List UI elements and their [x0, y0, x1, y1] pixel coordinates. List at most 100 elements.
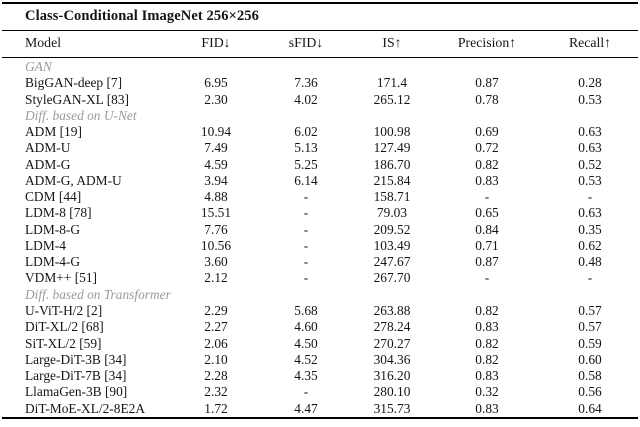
model-name: LDM-4 [25, 237, 66, 253]
metric-value: 6.95 [204, 75, 228, 91]
section-header-row: Diff. based on Transformer [2, 287, 638, 303]
column-header-is: IS↑ [352, 30, 432, 58]
metric-value: 0.28 [578, 75, 602, 91]
metric-value: - [303, 254, 309, 270]
table-body: GAN BigGAN-deep [7] 6.95 7.36 171.4 0.87 0.28 S… [2, 58, 638, 418]
metric-value: - [303, 221, 309, 237]
column-header-fid: FID↓ [172, 30, 260, 58]
metric-value: 2.06 [204, 335, 228, 351]
model-name: VDM++ [51] [25, 270, 98, 286]
metric-value: 316.20 [373, 368, 411, 384]
model-name: CDM [44] [25, 189, 82, 205]
column-header-recall: Recall↑ [542, 30, 639, 58]
table-row: Large-DiT-7B [34] 2.28 4.35 316.20 0.83 0.58 [2, 368, 638, 384]
metric-value: 0.57 [578, 302, 602, 318]
metric-value: 0.83 [475, 319, 499, 335]
metric-value: 0.57 [578, 319, 602, 335]
metric-value: 100.98 [373, 124, 411, 140]
metric-value: 2.12 [204, 270, 228, 286]
metric-value: 171.4 [376, 75, 408, 91]
table-row: BigGAN-deep [7] 6.95 7.36 171.4 0.87 0.28 [2, 75, 638, 91]
table-row: DiT-XL/2 [68] 2.27 4.60 278.24 0.83 0.57 [2, 319, 638, 335]
metric-value: 2.27 [204, 319, 228, 335]
table-row: SiT-XL/2 [59] 2.06 4.50 270.27 0.82 0.59 [2, 336, 638, 352]
model-name: ADM-G [25, 156, 71, 172]
metric-value: 0.63 [578, 205, 602, 221]
column-header-precision: Precision↑ [432, 30, 542, 58]
metric-value: 0.83 [475, 400, 499, 416]
metric-value: 5.68 [294, 302, 318, 318]
model-name: U-ViT-H/2 [2] [25, 302, 103, 318]
section-header-row: GAN [2, 58, 638, 76]
metric-value: 4.02 [294, 91, 318, 107]
metric-value: 0.32 [475, 384, 499, 400]
metric-value: 7.76 [204, 221, 228, 237]
metric-value: 0.64 [578, 400, 602, 416]
table-row: ADM [19] 10.94 6.02 100.98 0.69 0.63 [2, 124, 638, 140]
metric-value: 280.10 [373, 384, 411, 400]
table-row: LDM-4 10.56 - 103.49 0.71 0.62 [2, 238, 638, 254]
metric-value: - [303, 384, 309, 400]
metric-value: - [303, 189, 309, 205]
metric-value: 15.51 [200, 205, 232, 221]
metric-value: 6.02 [294, 124, 318, 140]
table-row: VDM++ [51] 2.12 - 267.70 - - [2, 270, 638, 286]
metric-value: 4.88 [204, 189, 228, 205]
metric-value: 0.53 [578, 172, 602, 188]
model-name: SiT-XL/2 [59] [25, 335, 102, 351]
model-name: Large-DiT-3B [34] [25, 351, 127, 367]
metric-value: - [484, 270, 490, 286]
metric-value: 215.84 [373, 172, 411, 188]
metric-value: 5.13 [294, 140, 318, 156]
metric-value: 0.87 [475, 254, 499, 270]
metric-value: 0.60 [578, 351, 602, 367]
metric-value: 10.94 [200, 124, 232, 140]
metric-value: 103.49 [373, 237, 411, 253]
metric-value: 265.12 [373, 91, 411, 107]
section-header-row: Diff. based on U-Net [2, 108, 638, 124]
metric-value: 0.35 [578, 221, 602, 237]
results-table: Class-Conditional ImageNet 256×256 Model… [2, 2, 639, 419]
section-header-label: Diff. based on U-Net [25, 107, 137, 123]
model-name: ADM-G, ADM-U [25, 172, 122, 188]
metric-value: 270.27 [373, 335, 411, 351]
model-name: DiT-MoE-XL/2-8E2A [25, 400, 146, 416]
metric-value: 0.72 [475, 140, 499, 156]
column-header-model: Model [2, 30, 172, 58]
metric-value: 0.62 [578, 237, 602, 253]
metric-value: 2.29 [204, 302, 228, 318]
metric-value: 4.60 [294, 319, 318, 335]
table-row: LDM-8-G 7.76 - 209.52 0.84 0.35 [2, 222, 638, 238]
metric-value: 0.82 [475, 302, 499, 318]
metric-value: 0.71 [475, 237, 499, 253]
metric-value: - [484, 189, 490, 205]
table-title-row: Class-Conditional ImageNet 256×256 [2, 2, 639, 31]
metric-value: 0.52 [578, 156, 602, 172]
model-name: LDM-8-G [25, 221, 81, 237]
metric-value: 315.73 [373, 400, 411, 416]
column-header-row: Model FID↓ sFID↓ IS↑ Precision↑ Recall↑ [2, 30, 639, 58]
metric-value: 158.71 [373, 189, 411, 205]
metric-value: 3.60 [204, 254, 228, 270]
metric-value: 0.63 [578, 124, 602, 140]
metric-value: 0.78 [475, 91, 499, 107]
metric-value: 4.47 [294, 400, 318, 416]
metric-value: - [587, 270, 593, 286]
metric-value: 209.52 [373, 221, 411, 237]
metric-value: 304.36 [373, 351, 411, 367]
metric-value: 4.35 [294, 368, 318, 384]
table-row: ADM-G 4.59 5.25 186.70 0.82 0.52 [2, 157, 638, 173]
table-title: Class-Conditional ImageNet 256×256 [2, 2, 639, 31]
metric-value: 0.65 [475, 205, 499, 221]
metric-value: 0.48 [578, 254, 602, 270]
metric-value: 2.28 [204, 368, 228, 384]
table-row: Large-DiT-3B [34] 2.10 4.52 304.36 0.82 0.60 [2, 352, 638, 368]
metric-value: - [303, 237, 309, 253]
table-row: DiT-MoE-XL/2-8E2A 1.72 4.47 315.73 0.83 0.64 [2, 401, 638, 418]
metric-value: 0.83 [475, 368, 499, 384]
model-name: ADM [19] [25, 124, 82, 140]
column-header-sfid: sFID↓ [260, 30, 352, 58]
metric-value: 0.83 [475, 172, 499, 188]
model-name: LlamaGen-3B [90] [25, 384, 128, 400]
model-name: DiT-XL/2 [68] [25, 319, 104, 335]
